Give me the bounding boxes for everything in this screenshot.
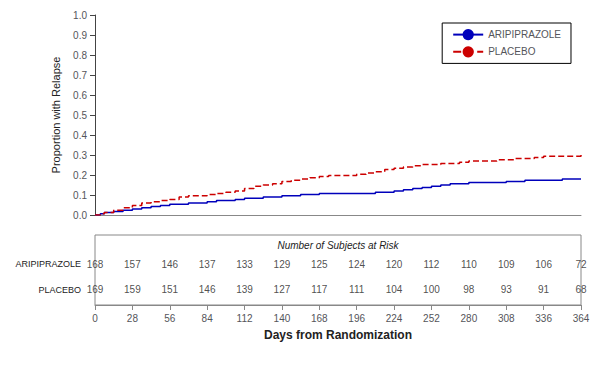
svg-text:110: 110 xyxy=(461,259,477,270)
svg-text:100: 100 xyxy=(423,284,440,295)
svg-text:109: 109 xyxy=(498,259,515,270)
svg-text:224: 224 xyxy=(386,313,403,324)
svg-text:280: 280 xyxy=(461,313,478,324)
svg-text:Proportion with Relapse: Proportion with Relapse xyxy=(50,57,62,174)
svg-text:364: 364 xyxy=(573,313,590,324)
svg-text:84: 84 xyxy=(202,313,214,324)
svg-text:ARIPIPRAZOLE: ARIPIPRAZOLE xyxy=(15,259,81,269)
svg-text:125: 125 xyxy=(311,259,328,270)
svg-text:112: 112 xyxy=(237,313,253,324)
svg-text:0.8: 0.8 xyxy=(73,50,87,61)
svg-text:112: 112 xyxy=(423,259,439,270)
svg-text:1.0: 1.0 xyxy=(73,10,87,21)
svg-text:104: 104 xyxy=(386,284,403,295)
svg-text:56: 56 xyxy=(164,313,176,324)
svg-text:68: 68 xyxy=(575,284,587,295)
svg-text:169: 169 xyxy=(87,284,104,295)
svg-text:Number of Subjects at Risk: Number of Subjects at Risk xyxy=(277,240,399,251)
svg-text:336: 336 xyxy=(535,313,552,324)
svg-text:140: 140 xyxy=(274,313,291,324)
svg-text:146: 146 xyxy=(199,284,216,295)
svg-text:106: 106 xyxy=(535,259,552,270)
svg-text:98: 98 xyxy=(463,284,475,295)
svg-text:PLACEBO: PLACEBO xyxy=(488,46,535,57)
svg-text:120: 120 xyxy=(386,259,403,270)
svg-text:124: 124 xyxy=(348,259,365,270)
svg-text:Days from Randomization: Days from Randomization xyxy=(264,328,412,342)
svg-text:0.3: 0.3 xyxy=(73,150,87,161)
svg-text:308: 308 xyxy=(498,313,515,324)
svg-text:127: 127 xyxy=(274,284,291,295)
svg-text:93: 93 xyxy=(501,284,513,295)
svg-text:196: 196 xyxy=(348,313,365,324)
svg-text:117: 117 xyxy=(311,284,327,295)
svg-text:PLACEBO: PLACEBO xyxy=(38,285,81,295)
svg-text:157: 157 xyxy=(124,259,141,270)
svg-text:139: 139 xyxy=(236,284,253,295)
svg-text:168: 168 xyxy=(87,259,104,270)
svg-text:0.9: 0.9 xyxy=(73,30,87,41)
svg-text:111: 111 xyxy=(349,284,365,295)
svg-text:72: 72 xyxy=(575,259,587,270)
svg-text:146: 146 xyxy=(161,259,178,270)
svg-text:168: 168 xyxy=(311,313,328,324)
svg-text:151: 151 xyxy=(161,284,178,295)
svg-text:0.4: 0.4 xyxy=(73,130,87,141)
svg-text:0.0: 0.0 xyxy=(73,210,87,221)
svg-text:252: 252 xyxy=(423,313,440,324)
svg-text:0.7: 0.7 xyxy=(73,70,87,81)
svg-text:28: 28 xyxy=(127,313,139,324)
svg-text:159: 159 xyxy=(124,284,141,295)
svg-text:0.1: 0.1 xyxy=(73,190,87,201)
svg-text:ARIPIPRAZOLE: ARIPIPRAZOLE xyxy=(488,29,561,40)
svg-text:0.2: 0.2 xyxy=(73,170,87,181)
svg-text:0.5: 0.5 xyxy=(73,110,87,121)
svg-text:129: 129 xyxy=(274,259,291,270)
svg-text:0: 0 xyxy=(92,313,98,324)
svg-text:0.6: 0.6 xyxy=(73,90,87,101)
svg-text:133: 133 xyxy=(236,259,253,270)
svg-text:137: 137 xyxy=(199,259,216,270)
svg-text:91: 91 xyxy=(538,284,550,295)
